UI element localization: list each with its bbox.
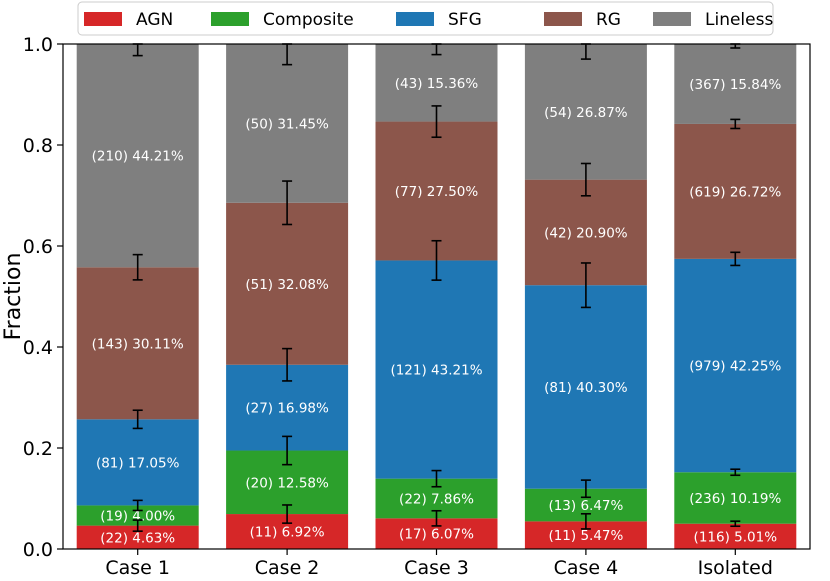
y-tick-label: 0.0 [23,539,53,561]
segment-label: (50) 31.45% [245,116,329,132]
bar-lineless-1 [76,44,199,268]
x-tick-label: Case 4 [554,557,619,579]
error-bar [132,499,143,512]
bar-lineless-4 [524,43,647,180]
x-tick-label: Case 2 [255,557,320,579]
bar-lineless-2 [226,43,349,203]
bar-sfg-5 [674,258,797,473]
segment-label: (20) 12.58% [245,475,329,491]
segment-label: (17) 6.07% [399,527,474,543]
y-axis-label: Fraction [1,253,26,341]
error-bar [431,509,442,527]
legend-swatch-lineless [653,12,691,26]
error-bar [580,262,591,309]
segment-label: (121) 43.21% [390,363,482,379]
segment-label: (22) 4.63% [100,530,175,546]
segment-label: (81) 40.30% [544,380,628,396]
axes: 0.0 0.2 0.4 0.6 0.8 1.0 Case 1 Case 2 Case 3 Case… [1,34,811,579]
bar-rg-1 [76,267,199,420]
error-bar [580,513,591,530]
segment-label: (27) 16.98% [245,401,329,417]
legend-label: Lineless [705,10,773,30]
segment-label: (236) 10.19% [689,491,781,507]
error-bar [431,469,442,488]
legend-label: RG [596,10,621,30]
segment-label: (51) 32.08% [245,277,329,293]
segment-label: (367) 15.84% [689,77,781,93]
error-bar [730,520,741,528]
segment-label: (116) 5.01% [694,529,778,545]
error-bar [580,162,591,197]
segment-label: (43) 15.36% [395,76,479,92]
y-tick-label: 0.8 [23,135,53,157]
error-bar [282,504,293,524]
error-bar [580,479,591,499]
error-bar [431,105,442,139]
error-bar [431,239,442,281]
segment-label: (81) 17.05% [96,455,180,471]
bar-rg-3 [375,121,498,261]
segment-label: (54) 26.87% [544,105,628,121]
legend-swatch-composite [211,12,249,26]
error-bar [282,347,293,382]
legend-swatch-agn [84,12,122,26]
segment-label: (619) 26.72% [689,184,781,200]
segment-label: (13) 6.47% [548,498,623,514]
bar-agn-5 [674,523,797,549]
x-tick-label: Isolated [698,557,773,579]
segment-label: (42) 20.90% [544,225,628,241]
legend-label: Composite [263,10,354,30]
bar-composite-5 [674,472,797,524]
x-tick-label: Case 1 [105,557,170,579]
bar-rg-2 [226,202,349,365]
segment-label: (11) 5.47% [548,528,623,544]
error-bar [282,435,293,466]
error-bar [282,180,293,226]
segment-label: (77) 27.50% [395,184,479,200]
segment-label: (11) 6.92% [250,525,325,541]
error-bar [730,251,741,267]
error-bar [132,519,143,532]
segment-label: (143) 30.11% [92,336,184,352]
x-tick-label: Case 3 [404,557,469,579]
legend-swatch-sfg [396,12,434,26]
error-bar [132,253,143,281]
bars [76,43,797,549]
bar-sfg-3 [375,260,498,479]
error-bars [132,43,741,532]
bar-sfg-4 [524,285,647,489]
bar-composite-1 [76,505,199,526]
segment-label: (210) 44.21% [92,149,184,165]
legend-label: AGN [136,10,173,30]
bar-rg-5 [674,123,797,259]
legend: AGN Composite SFG RG Lineless [77,1,774,36]
segment-label: (979) 42.25% [689,359,781,375]
y-tick-label: 1.0 [23,34,53,56]
error-bar [730,468,741,477]
y-tick-label: 0.2 [23,438,53,460]
legend-label: SFG [448,10,482,30]
bar-agn-1 [76,525,199,549]
legend-swatch-rg [544,12,582,26]
error-bar [730,118,741,130]
y-tick-label: 0.6 [23,236,53,258]
segment-label: (22) 7.86% [399,492,474,508]
error-bar [132,409,143,430]
bar-lineless-5 [674,43,797,124]
segment-labels: (22) 4.63% (19) 4.00% (81) 17.05% (143) 30.… [92,76,782,547]
bar-sfg-1 [76,419,199,506]
y-tick-label: 0.4 [23,337,53,359]
segment-label: (19) 4.00% [100,509,175,525]
